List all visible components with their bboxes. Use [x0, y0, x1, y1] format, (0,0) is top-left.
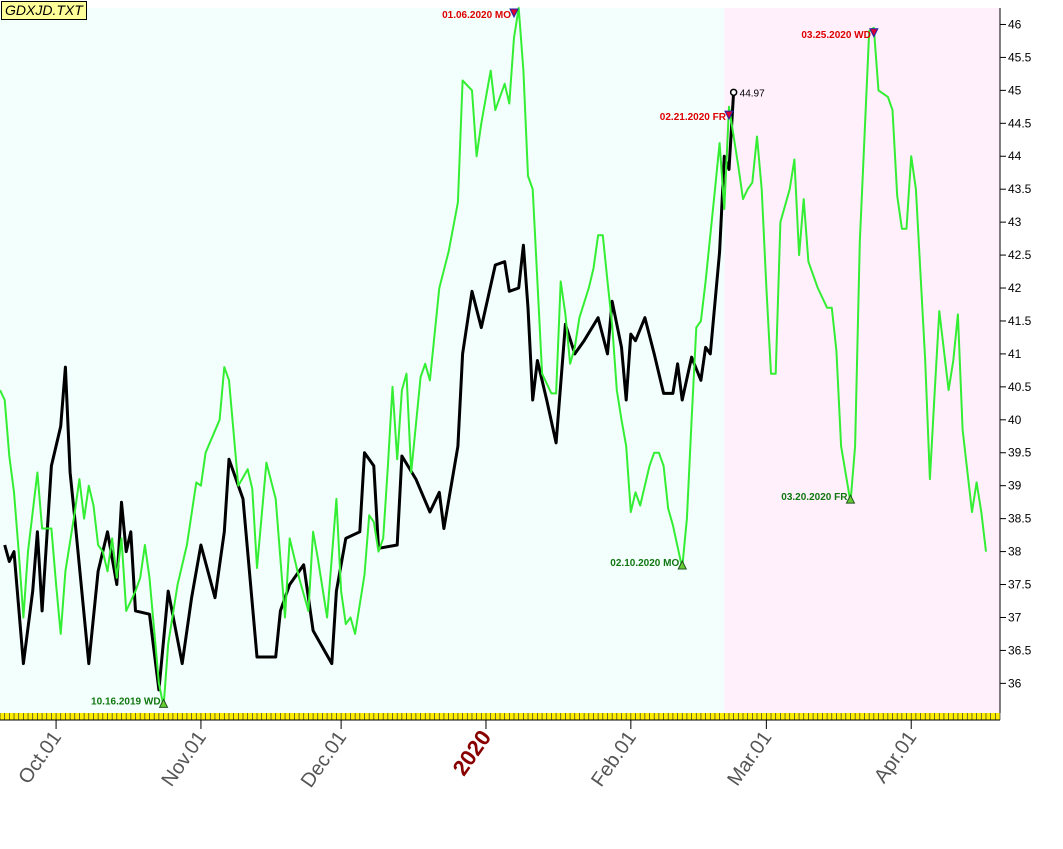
annotation-label: 10.16.2019 WD — [91, 696, 161, 707]
y-tick-label: 44.5 — [1008, 116, 1032, 130]
x-tick-label: Oct.01 — [14, 727, 66, 788]
y-tick-label: 43.5 — [1008, 182, 1032, 196]
y-tick-label: 37 — [1008, 610, 1022, 624]
y-tick-label: 38.5 — [1008, 512, 1032, 526]
high-marker — [869, 28, 879, 38]
series-layer — [0, 7, 987, 708]
y-tick-label: 36.5 — [1008, 643, 1032, 657]
zone-2 — [724, 8, 1000, 713]
annotation-label: 03.25.2020 WD — [801, 30, 871, 41]
y-tick-label: 41 — [1008, 347, 1022, 361]
y-tick-label: 42.5 — [1008, 248, 1032, 262]
y-tick-label: 40 — [1008, 413, 1022, 427]
x-tick-label: Dec.01 — [297, 727, 351, 792]
annotation-label: 03.20.2020 FR — [781, 492, 848, 503]
y-tick-label: 39 — [1008, 479, 1022, 493]
x-tick-label: Apr.01 — [870, 727, 921, 787]
low-marker — [158, 698, 169, 708]
y-tick-label: 38 — [1008, 545, 1022, 559]
y-tick-label: 37.5 — [1008, 578, 1032, 592]
y-tick-label: 44 — [1008, 149, 1022, 163]
y-tick-label: 43 — [1008, 215, 1022, 229]
high-marker — [509, 8, 519, 19]
x-tick-label: Feb.01 — [587, 727, 641, 791]
y-tick-label: 36 — [1008, 676, 1022, 690]
shaded-zones — [0, 8, 1000, 713]
last-value-label: 44.97 — [740, 88, 765, 99]
y-axis: 36 36.5 37 37.5 38 38.5 39 39.5 40 40.5 41 41.5 42 42… — [999, 8, 1032, 713]
y-tick-label: 40.5 — [1008, 380, 1032, 394]
annotation-label: 02.10.2020 MO — [610, 558, 679, 569]
x-tick-label: 2020 — [448, 726, 497, 780]
ticker-label: GDXJD.TXT — [1, 1, 87, 20]
x-tick-label: Mar.01 — [723, 727, 776, 790]
y-tick-label: 46 — [1008, 17, 1022, 31]
y-tick-label: 39.5 — [1008, 446, 1032, 460]
series-green-line — [0, 7, 987, 708]
annotation-label: 01.06.2020 MO — [442, 10, 511, 21]
annotation-layer: 01.06.2020 MO 02.21.2020 FR 03.25.2020 WD 1… — [91, 8, 879, 708]
low-marker — [677, 559, 688, 570]
y-tick-label: 45 — [1008, 83, 1022, 97]
x-axis: Oct.01 Nov.01 Dec.01 2020 Feb.01 Mar.01 Apr.01 — [0, 713, 1001, 792]
y-tick-label: 42 — [1008, 281, 1022, 295]
x-tick-label: Nov.01 — [158, 727, 212, 790]
low-marker — [845, 494, 856, 504]
y-tick-label: 45.5 — [1008, 50, 1032, 64]
high-marker — [724, 110, 734, 121]
y-tick-label: 41.5 — [1008, 314, 1032, 328]
annotation-label: 02.21.2020 FR — [660, 112, 727, 123]
last-value-dot — [729, 88, 738, 97]
